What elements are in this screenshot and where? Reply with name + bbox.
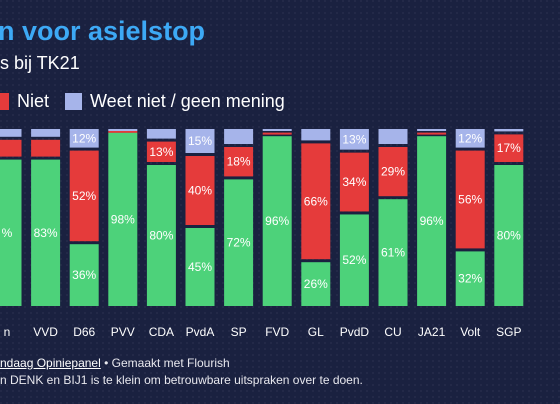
- legend-item-niet: Niet: [0, 91, 49, 112]
- bar-value-label: 26%: [304, 277, 328, 291]
- bar-value-label: 12%: [72, 131, 96, 145]
- bar-segment-ja21-0: [417, 136, 447, 306]
- bar-value-label: 52%: [342, 253, 366, 267]
- bar-segment-pvdd-0: [339, 214, 369, 306]
- bar-segment-fvd-1: [262, 132, 292, 135]
- bar-segment-cu-2: [378, 129, 408, 144]
- bar-segment-cu-1: [378, 147, 408, 197]
- bar-segment-cda-1: [146, 141, 176, 162]
- bar-value-label: 96%: [265, 214, 289, 228]
- footer-made-with: • Gemaakt met Flourish: [100, 356, 230, 370]
- bar-segment-gl-1: [301, 143, 331, 260]
- bar-segment-pvda-2: [185, 129, 215, 153]
- bar-value-label: 40%: [188, 184, 212, 198]
- bar-segment-sgp-2: [494, 129, 524, 132]
- category-label: D66: [73, 325, 95, 339]
- legend-swatch-weet-niet: [65, 92, 83, 110]
- bar-segment-pvda-0: [185, 228, 215, 306]
- footer-source-link[interactable]: ndaag Opiniepanel: [0, 356, 101, 370]
- bar-value-label: 17%: [497, 141, 521, 155]
- bar-segment-pvdd-2: [339, 129, 369, 150]
- footer-note: n DENK en BIJ1 is te klein om betrouwbar…: [0, 373, 363, 387]
- bar-value-label: 56%: [458, 193, 482, 207]
- bar-segment-pvv-2: [108, 129, 138, 131]
- bar-segment-volt-0: [455, 251, 485, 306]
- category-label: CDA: [149, 325, 174, 339]
- bar-segment-volt-2: [455, 129, 485, 148]
- bar-segment-sp-1: [224, 147, 254, 177]
- chart-title: n voor asielstop: [0, 16, 206, 46]
- bar-segment-d66-1: [69, 150, 99, 242]
- category-label: VVD: [33, 325, 58, 339]
- bar-segment-pvv-0: [108, 132, 138, 306]
- bar-segment-pvdd-1: [339, 152, 369, 212]
- bar-value-label: 12%: [458, 131, 482, 145]
- bar-value-label: 13%: [149, 145, 173, 159]
- bar-value-label: %: [2, 226, 13, 240]
- bar-segment-gl-2: [301, 129, 331, 141]
- category-label: CU: [384, 325, 401, 339]
- bar-segment-fvd-0: [262, 136, 292, 306]
- bar-value-label: 13%: [342, 132, 366, 146]
- bar-segment-d66-0: [69, 244, 99, 306]
- bar-segment-fvd-2: [262, 129, 292, 131]
- category-label: n: [4, 325, 11, 339]
- bar-segment-ja21-1: [417, 132, 447, 135]
- category-label: SGP: [496, 325, 521, 339]
- bar-value-label: 96%: [420, 214, 444, 228]
- bar-segment-vvd-2: [31, 129, 61, 137]
- bar-value-label: 29%: [381, 165, 405, 179]
- chart-subtitle: s bij TK21: [0, 53, 80, 73]
- bar-segment-d66-2: [69, 129, 99, 148]
- bar-segment-cda-0: [146, 165, 176, 306]
- bar-value-label: 80%: [497, 229, 521, 243]
- bar-segment-gl-0: [301, 262, 331, 306]
- bar-segment-vvd-1: [31, 139, 61, 157]
- legend-label-weet-niet: Weet niet / geen mening: [90, 90, 285, 111]
- bar-value-label: 61%: [381, 246, 405, 260]
- bar-value-label: 34%: [342, 175, 366, 189]
- bar-value-label: 32%: [458, 272, 482, 286]
- bar-value-label: 18%: [227, 155, 251, 169]
- bar-value-label: 98%: [111, 212, 135, 226]
- bar-segment-n-1: [0, 139, 22, 157]
- category-label: Volt: [460, 325, 481, 339]
- legend-swatch-niet: [0, 92, 9, 110]
- bar-segment-n-0: [0, 159, 22, 306]
- category-label: PvdD: [340, 325, 370, 339]
- bar-value-label: 83%: [34, 226, 58, 240]
- bar-segment-sp-0: [224, 179, 254, 306]
- category-label: SP: [231, 325, 247, 339]
- category-label: GL: [308, 325, 324, 339]
- legend: Niet Weet niet / geen mening: [0, 90, 301, 112]
- bar-segment-sp-2: [224, 129, 254, 144]
- category-label: FVD: [265, 325, 289, 339]
- bar-value-label: 52%: [72, 189, 96, 203]
- bar-value-label: 36%: [72, 268, 96, 282]
- bar-segment-sgp-1: [494, 134, 524, 162]
- bar-segment-cda-2: [146, 129, 176, 139]
- category-label: JA21: [418, 325, 446, 339]
- bar-segment-cu-0: [378, 199, 408, 306]
- bar-segment-sgp-0: [494, 165, 524, 306]
- bar-value-label: 72%: [227, 236, 251, 250]
- legend-label-niet: Niet: [17, 90, 50, 111]
- footer-source-line: ndaag Opiniepanel • Gemaakt met Flourish: [0, 356, 230, 370]
- category-label: PVV: [111, 325, 135, 339]
- bar-segment-volt-1: [455, 150, 485, 249]
- bar-segment-pvv-1: [108, 130, 138, 133]
- bar-segment-vvd-0: [31, 159, 61, 306]
- bar-value-label: 80%: [149, 229, 173, 243]
- legend-item-weet-niet: Weet niet / geen mening: [65, 91, 285, 112]
- category-label: PvdA: [186, 325, 215, 339]
- bar-segment-ja21-2: [417, 129, 447, 131]
- bar-value-label: 45%: [188, 260, 212, 274]
- bar-value-label: 66%: [304, 194, 328, 208]
- bar-segment-n-2: [0, 129, 22, 137]
- bar-value-label: 15%: [188, 134, 212, 148]
- bar-segment-pvda-1: [185, 156, 215, 225]
